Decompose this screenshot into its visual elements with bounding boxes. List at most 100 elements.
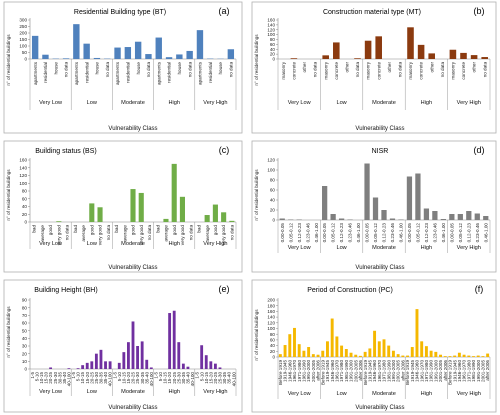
bar [140, 341, 144, 369]
category-label: 1991-2000 [391, 360, 396, 382]
bar [396, 354, 400, 357]
category-label: 0.23-0.46 [390, 223, 395, 243]
bar [177, 342, 181, 369]
bar [432, 211, 438, 220]
category-label: concrete [376, 62, 381, 80]
bar [434, 351, 438, 357]
bar [470, 55, 478, 59]
bar [406, 355, 410, 357]
category-label: residential [167, 62, 172, 83]
panel-a: Residential Building type (BT) (a) n° of… [3, 1, 243, 134]
panel-letter: (e) [219, 284, 230, 294]
bar [311, 354, 315, 357]
category-label: 1961-1970 [377, 360, 382, 382]
bar [200, 345, 204, 369]
category-label: 1919-1945 [283, 360, 288, 382]
y-tick-label: 100 [267, 326, 275, 331]
category-label: apartments [74, 61, 79, 85]
bar [467, 355, 471, 357]
bar [326, 341, 329, 357]
category-label: 0.00-0.05 [449, 223, 454, 243]
category-label: no data [146, 62, 151, 78]
category-label: no data [64, 62, 69, 78]
bar [83, 43, 90, 59]
panel-frame [3, 1, 243, 134]
category-label: 25-30 [94, 372, 99, 384]
bar [381, 210, 387, 220]
bar [457, 352, 461, 357]
category-label: concrete [292, 62, 297, 80]
x-axis-label: Vulnerability Class [108, 265, 157, 271]
y-tick-label: 140 [19, 165, 27, 170]
category-label: other [302, 62, 307, 73]
panel-title: Building Height (BH) [34, 287, 97, 294]
y-tick-label: 60 [22, 321, 28, 326]
category-label: bad [155, 225, 160, 233]
y-tick-label: 160 [267, 309, 275, 314]
bar [204, 215, 210, 222]
category-label: bad [114, 225, 119, 233]
y-tick-label: 0 [272, 218, 275, 223]
bar [382, 339, 386, 357]
bar [483, 216, 489, 220]
category-label: no data [188, 225, 193, 241]
category-label: no data [398, 62, 403, 78]
y-tick-label: 100 [267, 168, 275, 173]
bar [104, 361, 107, 369]
category-label: no data [147, 225, 152, 241]
category-label: 0.00-0.05 [280, 223, 285, 243]
panel-letter: (a) [219, 6, 230, 16]
bar [90, 361, 94, 369]
y-tick-label: 20 [270, 349, 276, 354]
bar [389, 218, 396, 220]
category-label: 10-15 [80, 372, 85, 384]
bar [486, 353, 490, 357]
category-label: 25-30 [135, 372, 140, 384]
group-label: High [168, 241, 180, 247]
group-label: Moderate [372, 100, 396, 106]
category-label: no data [229, 225, 234, 241]
bar [375, 36, 382, 59]
bar [136, 346, 139, 369]
bar [124, 47, 132, 59]
bar [81, 365, 85, 369]
panel-title: Period of Construction (PC) [307, 287, 393, 294]
category-label: masonry [408, 61, 413, 79]
y-tick-label: 60 [270, 338, 276, 343]
bar [449, 49, 457, 59]
category-label: concrete [419, 62, 424, 80]
group-label: Very High [457, 391, 481, 397]
category-label: concrete [334, 62, 339, 80]
bar [344, 349, 348, 357]
category-label: 15-20 [167, 372, 172, 384]
bar [145, 359, 149, 369]
bar [423, 208, 430, 220]
category-label: 35-40 [227, 372, 232, 384]
category-label: good [131, 225, 136, 236]
category-label: 1971-1980 [382, 360, 387, 382]
panel-c: Building status (BS) (c) n° of residenti… [3, 140, 243, 273]
bar [297, 344, 301, 357]
y-tick-label: 20 [22, 212, 28, 217]
category-label: after 2006 [316, 360, 321, 381]
category-label: 0.46-1.00 [483, 223, 488, 243]
panel-b: Construction material type (MT) (b) n° o… [251, 1, 497, 134]
y-tick-label: 120 [267, 320, 275, 325]
category-label: 0.12-0.23 [297, 223, 302, 243]
category-label: 0.12-0.23 [339, 223, 344, 243]
category-label: no data [355, 62, 360, 78]
bar [94, 353, 98, 369]
category-label: 2001-2005 [481, 360, 486, 382]
y-tick-label: 120 [19, 173, 27, 178]
category-label: 1946-1960 [415, 360, 420, 382]
category-label: 35-40 [144, 372, 149, 384]
bar [212, 204, 218, 222]
category-label: other [345, 62, 350, 73]
bar [372, 197, 379, 220]
category-label: very good [98, 225, 103, 246]
y-tick-label: 100 [19, 44, 27, 49]
y-tick-label: 40 [270, 198, 276, 203]
bar [131, 321, 135, 369]
y-tick-label: 50 [22, 50, 28, 55]
